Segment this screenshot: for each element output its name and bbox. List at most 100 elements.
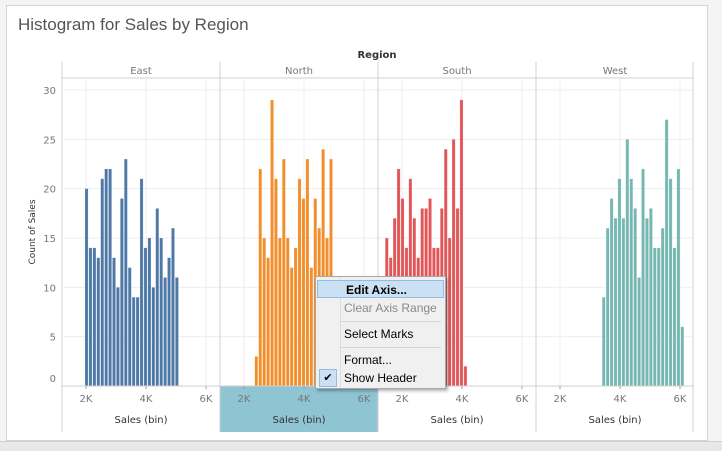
bar-east[interactable] [131, 296, 136, 387]
x-axis-title[interactable]: Sales (bin) [430, 415, 483, 426]
bar-east[interactable] [139, 178, 144, 387]
x-tick-label: 6K [674, 394, 687, 405]
x-tick-label: 2K [554, 394, 567, 405]
bar-west[interactable] [621, 218, 626, 387]
bar-east[interactable] [155, 208, 160, 387]
x-tick-label: 2K [238, 394, 251, 405]
bar-north[interactable] [274, 178, 278, 387]
menu-item-format[interactable]: Format... [344, 353, 393, 367]
x-axis-title[interactable]: Sales (bin) [272, 415, 325, 426]
x-tick-label: 6K [200, 394, 213, 405]
bar-south[interactable] [463, 366, 468, 387]
bar-north[interactable] [270, 99, 274, 387]
panel-header-south: South [442, 66, 471, 77]
context-menu: Edit Axis... Clear Axis Range Select Mar… [315, 276, 446, 389]
bar-west[interactable] [637, 277, 641, 387]
bar-east[interactable] [112, 257, 116, 387]
bar-west[interactable] [601, 296, 606, 387]
bar-east[interactable] [135, 296, 140, 387]
x-tick-label: 6K [358, 394, 371, 405]
bar-south[interactable] [459, 99, 464, 387]
y-tick-label: 10 [43, 283, 56, 294]
bar-east[interactable] [104, 168, 108, 387]
x-axis-title[interactable]: Sales (bin) [114, 415, 167, 426]
y-axis-title[interactable]: Count of Sales [28, 199, 38, 264]
bar-west[interactable] [633, 208, 637, 387]
bar-east[interactable] [163, 277, 167, 387]
x-tick-label: 4K [614, 394, 627, 405]
bar-north[interactable] [262, 237, 266, 387]
bar-north[interactable] [309, 267, 314, 387]
bar-west[interactable] [609, 198, 614, 387]
bar-west[interactable] [605, 227, 610, 387]
y-tick-label: 0 [50, 374, 56, 385]
bar-west[interactable] [672, 247, 677, 387]
bar-north[interactable] [305, 158, 310, 387]
y-tick-label: 5 [50, 333, 56, 344]
bar-north[interactable] [293, 247, 298, 387]
panel-header-north: North [285, 66, 313, 77]
bar-north[interactable] [254, 356, 259, 387]
menu-item-select-marks[interactable]: Select Marks [344, 327, 414, 341]
bar-north[interactable] [289, 267, 294, 387]
bar-west[interactable] [653, 247, 657, 387]
bar-east[interactable] [100, 178, 105, 387]
bar-east[interactable] [167, 257, 171, 387]
bar-east[interactable] [143, 247, 148, 387]
bar-west[interactable] [676, 168, 681, 387]
bar-east[interactable] [147, 237, 152, 387]
x-tick-label: 2K [396, 394, 409, 405]
bar-west[interactable] [656, 247, 661, 387]
bar-west[interactable] [645, 218, 649, 387]
menu-item-edit-axis[interactable]: Edit Axis... [317, 280, 444, 298]
selected-axis-highlight[interactable] [220, 386, 378, 432]
bar-west[interactable] [668, 178, 673, 387]
y-tick-label: 30 [43, 86, 56, 97]
menu-gutter [340, 277, 341, 388]
bar-west[interactable] [680, 326, 685, 387]
bar-south[interactable] [451, 139, 456, 387]
bar-east[interactable] [108, 168, 112, 387]
bar-north[interactable] [278, 237, 282, 387]
bar-east[interactable] [159, 237, 163, 387]
x-tick-label: 4K [140, 394, 153, 405]
bar-west[interactable] [617, 178, 622, 387]
bar-east[interactable] [116, 287, 120, 387]
panel-header-west: West [603, 66, 628, 77]
bar-south[interactable] [447, 237, 452, 387]
menu-separator [341, 321, 441, 322]
panel-header-east: East [130, 66, 152, 77]
bar-north[interactable] [266, 257, 270, 387]
bar-north[interactable] [301, 198, 306, 387]
bar-north[interactable] [297, 178, 302, 387]
bar-north[interactable] [282, 158, 286, 387]
bar-east[interactable] [88, 247, 93, 387]
bar-east[interactable] [124, 158, 128, 387]
bar-east[interactable] [171, 227, 175, 387]
bar-west[interactable] [664, 119, 669, 387]
bar-east[interactable] [151, 287, 156, 387]
bar-east[interactable] [127, 267, 132, 387]
x-tick-label: 4K [298, 394, 311, 405]
bar-east[interactable] [175, 277, 179, 387]
column-header-region: Region [357, 50, 396, 61]
bar-east[interactable] [84, 188, 89, 387]
bar-west[interactable] [649, 208, 653, 387]
bar-north[interactable] [258, 168, 263, 387]
bar-west[interactable] [613, 218, 618, 387]
bar-west[interactable] [660, 227, 665, 387]
bar-west[interactable] [629, 178, 634, 387]
horizontal-scrollbar[interactable] [0, 441, 722, 451]
bar-north[interactable] [285, 237, 290, 387]
y-tick-label: 20 [43, 185, 56, 196]
bar-east[interactable] [92, 247, 97, 387]
x-axis-title[interactable]: Sales (bin) [588, 415, 641, 426]
checkmark-icon: ✔ [319, 369, 337, 387]
bar-west[interactable] [625, 139, 630, 387]
menu-item-show-header[interactable]: Show Header [344, 371, 417, 385]
bar-east[interactable] [120, 198, 124, 387]
bar-east[interactable] [96, 257, 101, 387]
x-tick-label: 6K [516, 394, 529, 405]
bar-west[interactable] [641, 168, 645, 387]
bar-south[interactable] [455, 208, 460, 387]
